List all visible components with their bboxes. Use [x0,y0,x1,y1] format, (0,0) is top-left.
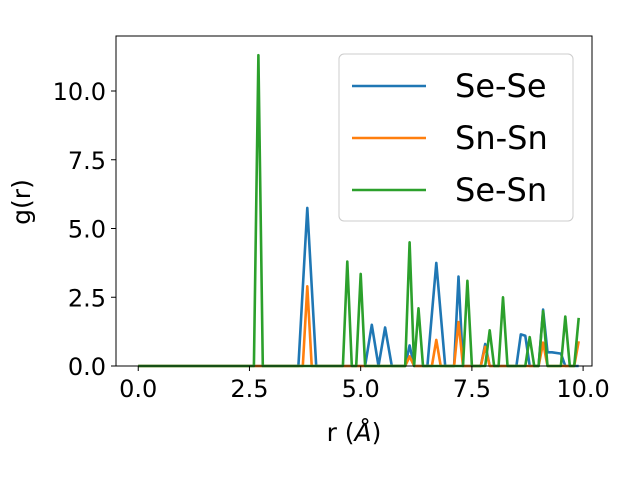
x-axis-label-symbol: Å [353,418,372,447]
legend-label-se-sn: Se-Sn [455,171,547,209]
y-axis: 0.0 2.5 5.0 7.5 10.0 [53,78,116,381]
x-tick-label: 7.5 [453,375,491,403]
y-tick-label: 0.0 [68,353,106,381]
legend-label-sn-sn: Sn-Sn [455,119,548,157]
plot-frame [115,35,593,367]
legend: Se-Se Sn-Sn Se-Sn [338,53,574,222]
x-tick-label: 5.0 [342,375,380,403]
legend-label-se-se: Se-Se [455,67,547,105]
y-tick-label: 2.5 [68,284,106,312]
x-axis: 0.0 2.5 5.0 7.5 10.0 [119,366,610,403]
x-axis-label-close: ) [372,418,382,447]
y-axis-label: g(r) [7,179,36,225]
x-axis-label: r (Å) [327,418,382,447]
x-tick-label: 10.0 [556,375,609,403]
y-tick-label: 10.0 [53,78,106,106]
y-tick-label: 5.0 [68,216,106,244]
legend-box [338,53,574,222]
x-axis-label-text: r ( [327,418,355,447]
x-tick-label: 0.0 [119,375,157,403]
x-tick-label: 2.5 [230,375,268,403]
y-tick-label: 7.5 [68,147,106,175]
